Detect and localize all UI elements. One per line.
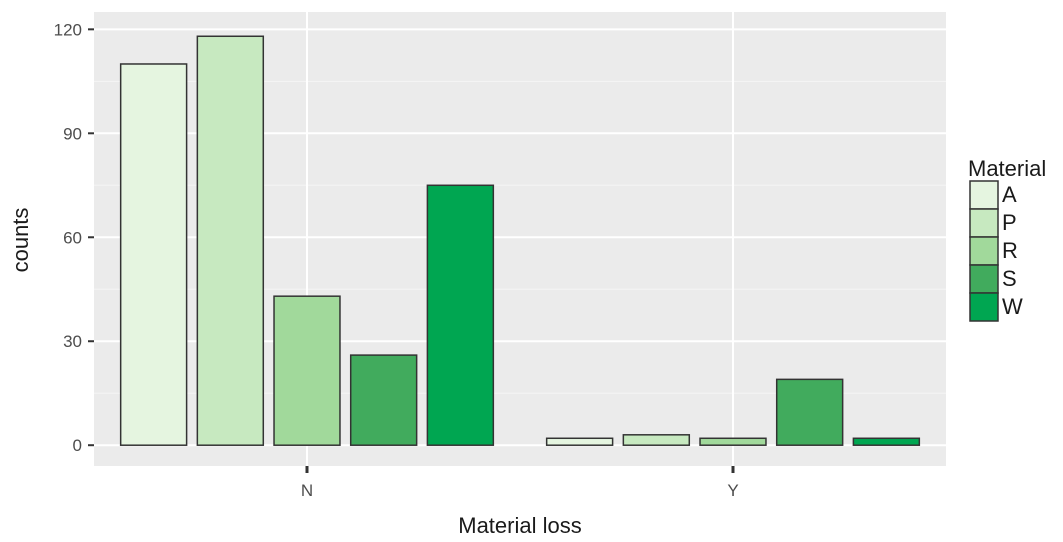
legend-key-A — [969, 180, 999, 210]
legend-key-W — [969, 292, 999, 322]
legend-label-W: W — [1002, 294, 1023, 319]
bar-Y-P — [622, 434, 691, 446]
legend-key-S — [969, 264, 999, 294]
bar-Y-W — [852, 437, 921, 446]
legend-label-R: R — [1002, 238, 1018, 263]
y-axis: 0 30 60 90 120 — [54, 20, 94, 455]
y-tick-label: 60 — [63, 228, 82, 247]
x-tick-label: Y — [727, 481, 738, 500]
legend-label-A: A — [1002, 182, 1017, 207]
y-tick-label: 0 — [73, 436, 82, 455]
legend-title: Material — [968, 156, 1046, 181]
y-tick-label: 90 — [63, 124, 82, 143]
x-tick-label: N — [301, 481, 313, 500]
x-axis-title: Material loss — [458, 513, 581, 538]
bar-Y-A — [545, 437, 614, 446]
bar-Y-R — [699, 437, 767, 446]
bar-N-W — [426, 184, 495, 446]
legend-key-P — [969, 208, 999, 238]
y-axis-title: counts — [8, 208, 33, 273]
legend-label-P: P — [1002, 210, 1017, 235]
bar-N-P — [196, 35, 265, 446]
bar-N-R — [273, 295, 341, 446]
bar-N-S — [349, 354, 418, 446]
bar-N-A — [119, 63, 188, 446]
legend-key-R — [969, 236, 999, 266]
y-tick-label: 30 — [63, 332, 82, 351]
legend-label-S: S — [1002, 266, 1017, 291]
bar-Y-S — [775, 378, 844, 446]
bars — [119, 35, 921, 446]
y-tick-label: 120 — [54, 20, 82, 39]
